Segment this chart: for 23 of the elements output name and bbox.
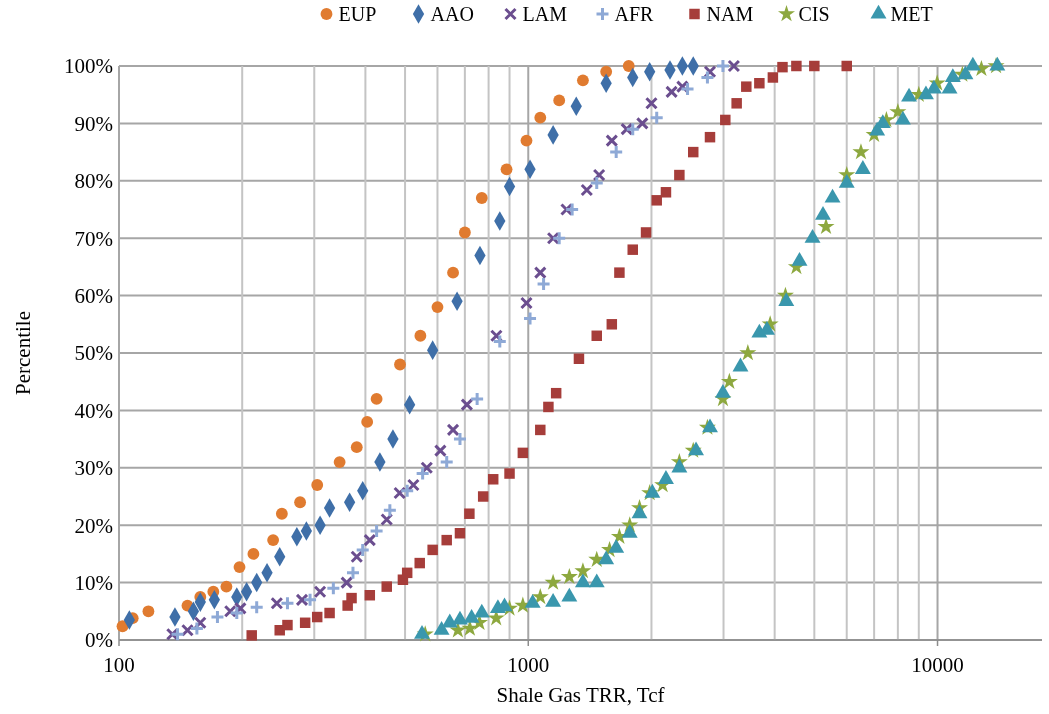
legend-label: CIS — [798, 3, 830, 25]
x-tick-label: 10000 — [911, 653, 964, 677]
y-tick-label: 100% — [64, 54, 113, 79]
y-tick-label: 90% — [74, 111, 113, 136]
y-tick-label: 70% — [74, 226, 113, 251]
y-tick-label: 20% — [74, 513, 113, 538]
legend-label: AAO — [430, 3, 474, 25]
legend-label: NAM — [706, 3, 754, 25]
x-tick-label: 100 — [103, 653, 135, 677]
y-tick-label: 60% — [74, 283, 113, 308]
legend-label: MET — [890, 3, 933, 25]
y-axis-title: Percentile — [11, 311, 35, 395]
y-tick-label: 10% — [74, 570, 113, 595]
x-axis-title: Shale Gas TRR, Tcf — [496, 683, 665, 707]
legend-label: LAM — [522, 3, 568, 25]
y-tick-label: 30% — [74, 456, 113, 481]
legend-label: AFR — [614, 3, 655, 25]
y-tick-label: 50% — [74, 341, 113, 366]
y-tick-label: 80% — [74, 169, 113, 194]
y-tick-label: 40% — [74, 398, 113, 423]
x-tick-label: 1000 — [507, 653, 550, 677]
y-tick-label: 0% — [85, 628, 113, 653]
legend-label: EUP — [338, 3, 377, 25]
